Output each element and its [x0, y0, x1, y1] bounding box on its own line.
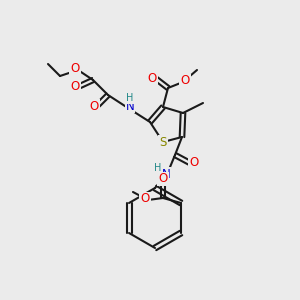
Text: H: H	[154, 163, 162, 173]
Text: O: O	[158, 172, 168, 185]
Text: H: H	[126, 93, 134, 103]
Text: O: O	[89, 100, 99, 112]
Text: N: N	[126, 100, 134, 112]
Text: O: O	[140, 193, 150, 206]
Text: O: O	[189, 157, 199, 169]
Text: N: N	[162, 167, 170, 181]
Text: S: S	[159, 136, 167, 148]
Text: O: O	[147, 71, 157, 85]
Text: O: O	[70, 80, 80, 92]
Text: O: O	[180, 74, 190, 88]
Text: O: O	[70, 61, 80, 74]
